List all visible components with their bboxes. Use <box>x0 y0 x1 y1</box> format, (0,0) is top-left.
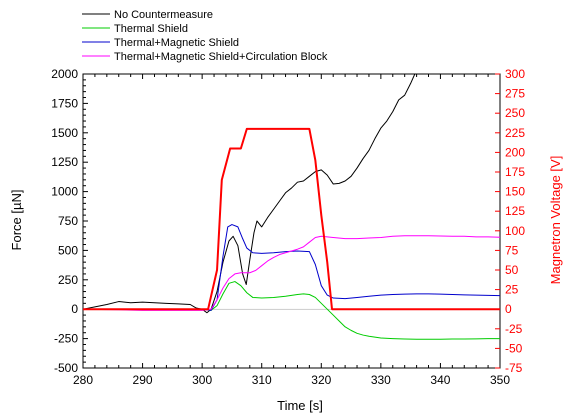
y-axis-label: Force [µN] <box>9 190 24 251</box>
y-tick-label: 0 <box>71 302 78 316</box>
series-layer <box>83 74 500 340</box>
y2-tick-label: 200 <box>505 145 525 159</box>
series-line-thermal-magnetic-shield <box>83 224 500 311</box>
legend-label: Thermal+Magnetic Shield <box>114 37 239 49</box>
y-tick-label: -250 <box>54 332 78 346</box>
y2-tick-label: 175 <box>505 165 525 179</box>
y-axis-right: -75 -50 -25 0 25 50 75 100 125 150 175 200 225 250 275… <box>495 67 525 375</box>
x-tick-label: 310 <box>252 373 272 387</box>
y-tick-label: 500 <box>58 243 78 257</box>
x-tick-label: 300 <box>192 373 212 387</box>
x-tick-label: 340 <box>430 373 450 387</box>
y2-tick-label: 0 <box>505 302 512 316</box>
y2-tick-label: 50 <box>505 263 519 277</box>
y-tick-label: 2000 <box>51 67 78 81</box>
y-tick-label: 1000 <box>51 185 78 199</box>
x-tick-label: 330 <box>371 373 391 387</box>
legend: No Countermeasure Thermal Shield Thermal+M… <box>82 9 328 63</box>
y-tick-label: -500 <box>54 361 78 375</box>
plot-frame <box>82 73 501 369</box>
y2-tick-label: 250 <box>505 106 525 120</box>
x-tick-label: 320 <box>311 373 331 387</box>
y-tick-label: 1250 <box>51 155 78 169</box>
y2-tick-label: 300 <box>505 67 525 81</box>
y-axis-left: -500 -250 0 250 500 750 1000 1250 1500 1750 2000 <box>51 67 88 375</box>
y-tick-label: 250 <box>58 273 78 287</box>
y2-tick-label: 275 <box>505 87 525 101</box>
legend-label: Thermal+Magnetic Shield+Circulation Bloc… <box>114 51 328 63</box>
y2-tick-label: 225 <box>505 126 525 140</box>
series-line-thermal-magnetic-shield-circulation-block <box>83 235 500 311</box>
y2-tick-label: 100 <box>505 224 525 238</box>
y2-tick-label: -75 <box>505 361 523 375</box>
x-axis-label: Time [s] <box>277 398 323 413</box>
y-tick-label: 1500 <box>51 126 78 140</box>
series-line-thermal-shield <box>83 281 500 340</box>
y2-tick-label: 125 <box>505 204 525 218</box>
y2-tick-label: -25 <box>505 322 523 336</box>
y-tick-label: 750 <box>58 214 78 228</box>
y2-tick-label: 150 <box>505 185 525 199</box>
y2-tick-label: 75 <box>505 243 519 257</box>
y-tick-label: 1750 <box>51 96 78 110</box>
y2-tick-label: -50 <box>505 341 523 355</box>
y2-tick-label: 25 <box>505 283 519 297</box>
x-tick-label: 280 <box>73 373 93 387</box>
x-tick-label: 350 <box>490 373 510 387</box>
x-tick-label: 290 <box>133 373 153 387</box>
x-axis: 280 290 300 310 320 330 340 350 <box>73 74 510 387</box>
legend-label: Thermal Shield <box>114 23 188 35</box>
series-line-magnetron-voltage <box>83 127 500 311</box>
y2-axis-label: Magnetron Voltage [V] <box>548 156 563 285</box>
series-line-no-countermeasure <box>83 74 416 314</box>
legend-label: No Countermeasure <box>114 9 213 21</box>
